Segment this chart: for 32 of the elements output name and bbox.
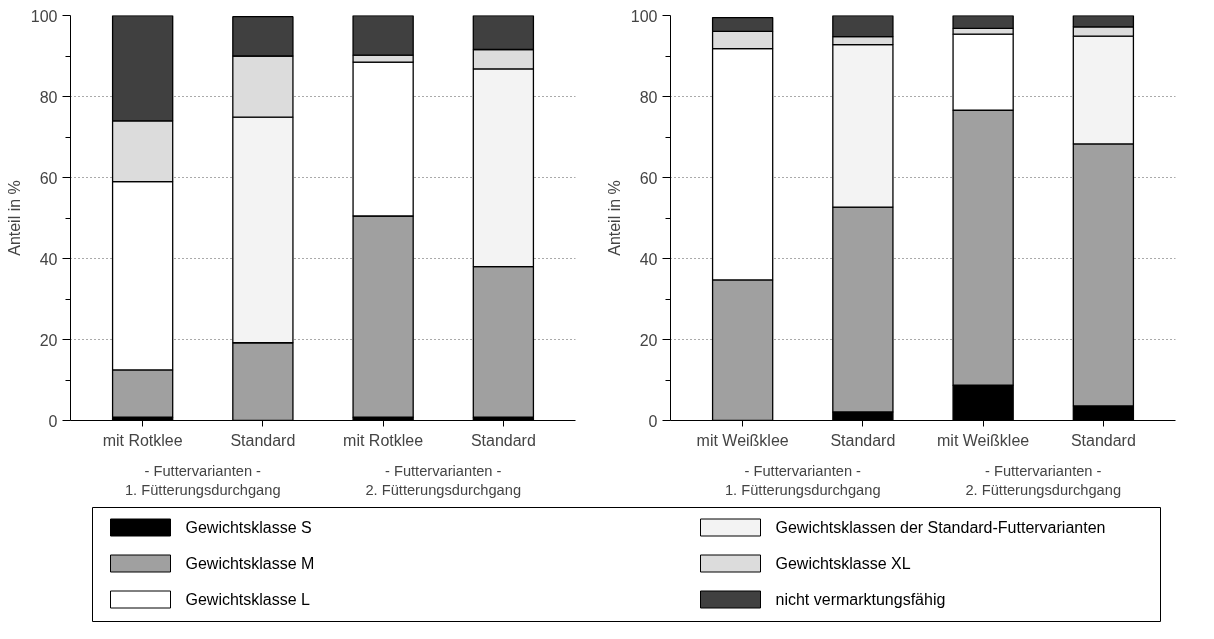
y-tick-label: 80	[639, 88, 658, 106]
x-tick-label: mit Rotklee	[102, 431, 183, 449]
y-axis-title: Anteil in %	[605, 180, 623, 256]
y-tick-label: 40	[39, 250, 58, 268]
text: - Futtervarianten - 2. Fütterungsdurchgang	[965, 462, 1122, 498]
legend-label: Gewichtsklasse XL	[775, 555, 911, 572]
y-tick-label: 100	[30, 7, 58, 25]
x-tick-label: Standard	[230, 431, 296, 449]
y-tick-label: 40	[639, 250, 658, 268]
legend-label: Gewichtsklassen der Standard-Futtervarianten	[775, 519, 1106, 536]
legend-label: Gewichtsklasse M	[185, 555, 315, 572]
y-tick-label: 60	[639, 169, 658, 187]
x-tick-label: mit Weißklee	[696, 431, 789, 449]
text: - Futtervarianten - 2. Fütterungsdurchgang	[365, 462, 522, 498]
y-tick-label: 20	[639, 331, 658, 349]
y-tick-label: 0	[648, 412, 658, 430]
x-tick-label: Standard	[470, 431, 536, 449]
legend-label: Gewichtsklasse L	[185, 591, 311, 608]
y-tick-label: 20	[39, 331, 58, 349]
x-tick-label: Standard	[830, 431, 896, 449]
y-axis-title: Anteil in %	[5, 180, 23, 256]
y-tick-label: 60	[39, 169, 58, 187]
text: - Futtervarianten - 1. Fütterungsdurchgang	[724, 462, 881, 498]
x-tick-label: mit Rotklee	[343, 431, 424, 449]
y-tick-label: 0	[48, 412, 58, 430]
text: - Futtervarianten - 1. Fütterungsdurchgang	[124, 462, 281, 498]
x-tick-label: Standard	[1070, 431, 1136, 449]
legend-label: nicht vermarktungsfähig	[775, 591, 946, 608]
y-tick-label: 100	[630, 7, 658, 25]
legend-label: Gewichtsklasse S	[185, 519, 312, 536]
y-tick-label: 80	[39, 88, 58, 106]
x-tick-label: mit Weißklee	[937, 431, 1030, 449]
